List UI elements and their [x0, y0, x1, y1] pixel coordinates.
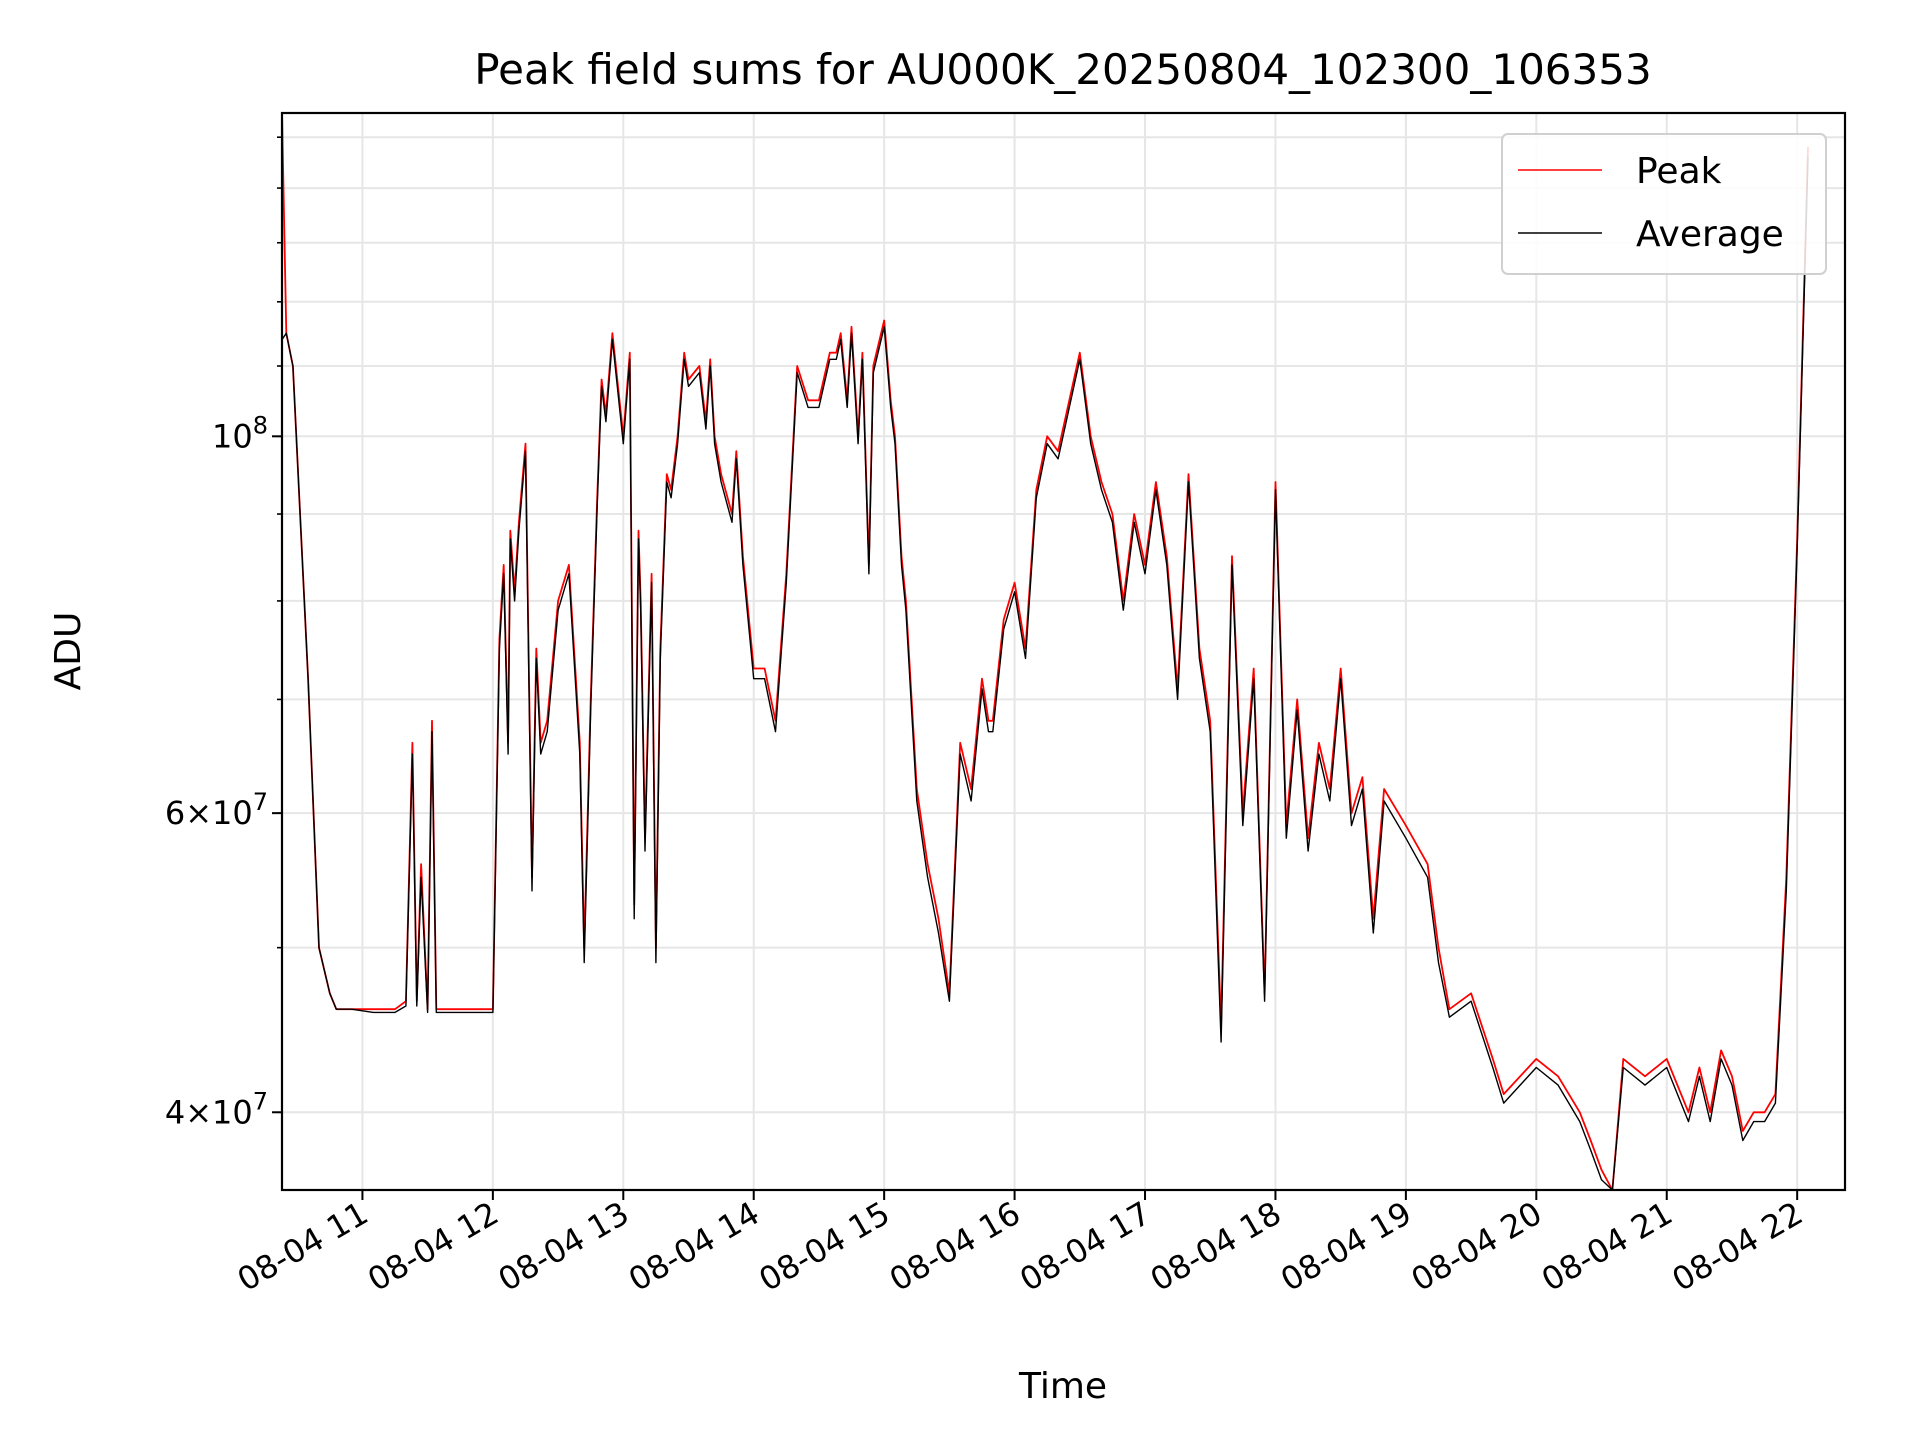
- plot-lines: [281, 112, 1809, 1191]
- y-axis-label: ADU: [48, 612, 89, 691]
- y-tick-label: 4×107: [165, 1087, 268, 1131]
- plot-frame: [280, 111, 1847, 1192]
- y-tick-label: 6×107: [165, 788, 268, 832]
- chart-title: Peak field sums for AU000K_20250804_1023…: [474, 45, 1651, 94]
- legend-label-peak: Peak: [1636, 151, 1722, 192]
- y-tick-label: 108: [212, 411, 268, 455]
- x-axis-label: Time: [1018, 1366, 1107, 1407]
- legend-label-average: Average: [1636, 214, 1784, 255]
- y-axis-ticks: 4×107 6×107 108: [165, 411, 282, 1131]
- series-line-average: [281, 157, 1809, 1191]
- legend: Peak Average: [1501, 133, 1827, 275]
- legend-box: [1501, 133, 1827, 275]
